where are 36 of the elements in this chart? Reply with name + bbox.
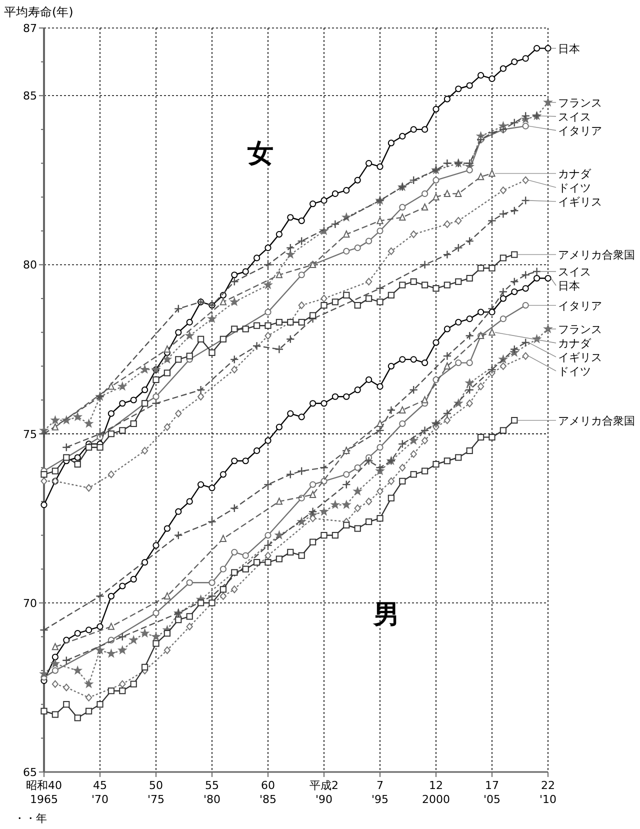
y-tick-label: 65 [23, 766, 37, 779]
y-axis-title: 平均寿命(年) [4, 5, 74, 19]
text: イタリア [558, 299, 602, 312]
series-label: フランス [558, 96, 602, 110]
text: イタリア [558, 124, 602, 138]
x-tick-label: 55 '80 [203, 779, 221, 806]
y-tick-label: 85 [23, 90, 37, 103]
series-label: スイス [558, 265, 591, 278]
text: イギリス [558, 195, 602, 208]
annotation: 女 [246, 138, 274, 169]
series-label: スイス [558, 110, 591, 124]
x-tick-label: 昭和40 1965 [26, 779, 62, 806]
text: カナダ [558, 167, 592, 180]
text: ドイツ [558, 364, 591, 378]
x-tick-label: 7 '95 [371, 779, 389, 806]
y-tick-label: 87 [23, 22, 37, 35]
series-label: フランス [558, 322, 602, 336]
x-tick-label: 60 '85 [259, 779, 277, 806]
text: カナダ [558, 336, 592, 350]
y-tick-label: 80 [23, 258, 37, 272]
x-tick-label: 22 '10 [539, 779, 557, 806]
x-tick-label: 平成2 '90 [310, 779, 338, 806]
text: イギリス [558, 350, 602, 364]
x-axis-title: ・・年 [14, 812, 47, 825]
text: アメリカ合衆国 [558, 414, 635, 428]
series-label: 日本 [558, 42, 580, 56]
x-tick-label: 45 '70 [91, 779, 109, 806]
series-label: 日本 [558, 279, 580, 292]
annotation: 男 [372, 600, 400, 630]
x-tick-label: 50 '75 [147, 779, 165, 806]
y-tick-label: 75 [23, 428, 37, 441]
text: アメリカ合衆国 [558, 248, 635, 262]
text: ドイツ [558, 181, 591, 194]
x-tick-label: 12 2000 [422, 779, 450, 806]
y-tick-label: 70 [23, 596, 37, 610]
x-tick-label: 17 '05 [483, 779, 501, 806]
